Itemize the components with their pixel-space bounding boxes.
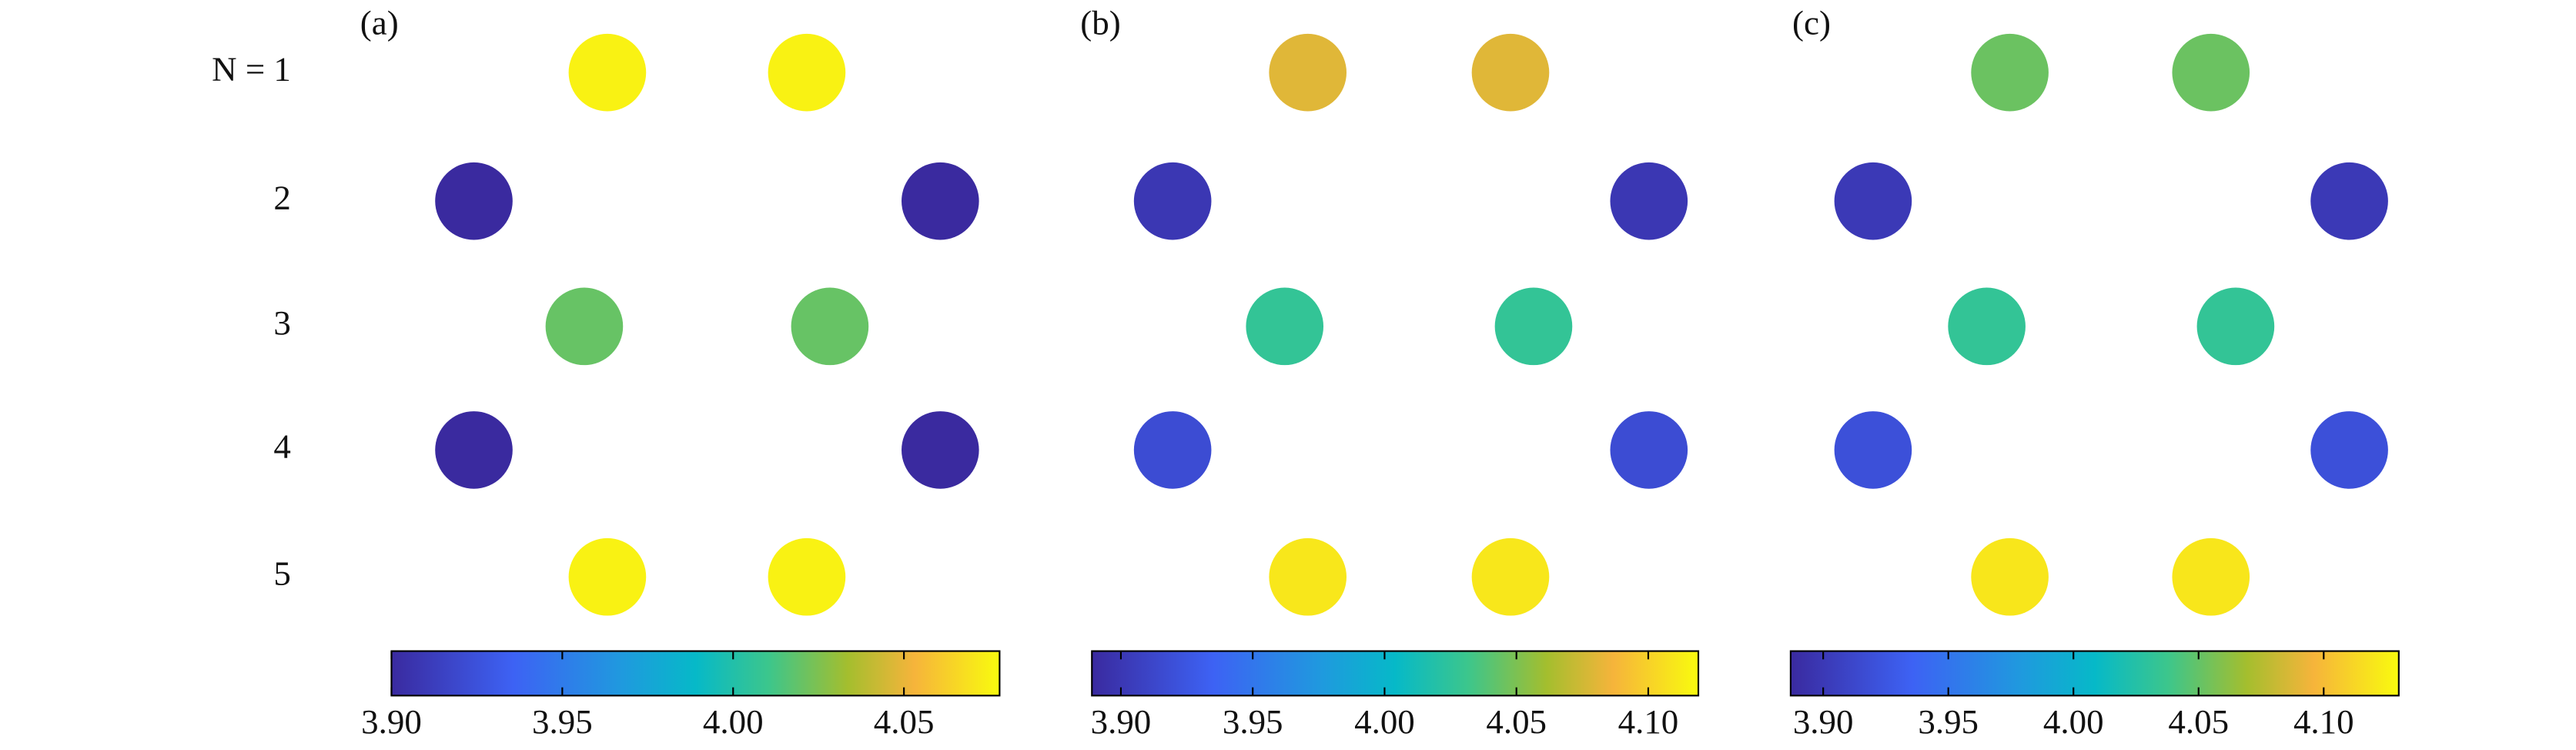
colorbar-tick-label: 4.10 — [2293, 702, 2354, 741]
colorbar-tick-label: 3.95 — [532, 702, 593, 741]
row-label: 3 — [273, 303, 290, 342]
colorbar-tick-label: 4.05 — [874, 702, 935, 741]
colorbar-tick-label: 3.90 — [1091, 702, 1152, 741]
site — [2310, 411, 2388, 489]
site — [1948, 287, 2026, 366]
site — [1471, 537, 1550, 616]
site — [2172, 33, 2250, 112]
site — [2196, 287, 2275, 366]
site — [1834, 411, 1912, 489]
site — [791, 287, 869, 366]
site — [1269, 33, 1347, 112]
site — [902, 162, 979, 240]
site — [768, 33, 846, 112]
colorbar-tick-label: 3.95 — [1918, 702, 1979, 741]
colorbar — [390, 650, 1001, 697]
site — [1133, 411, 1212, 489]
site — [2172, 537, 2250, 616]
site — [435, 411, 513, 489]
site — [1471, 33, 1550, 112]
site — [568, 33, 647, 112]
colorbar-tick-label: 4.10 — [1618, 702, 1679, 741]
row-label: 4 — [273, 427, 290, 466]
site — [768, 537, 846, 616]
site — [1971, 537, 2049, 616]
site — [1610, 411, 1688, 489]
site — [568, 537, 647, 616]
row-label: 5 — [273, 554, 290, 593]
colorbar — [1789, 650, 2400, 697]
colorbar-tick-label: 3.90 — [361, 702, 422, 741]
site — [1246, 287, 1324, 366]
site — [1133, 162, 1212, 240]
site — [1269, 537, 1347, 616]
colorbar-tick-label: 4.00 — [2043, 702, 2104, 741]
panel-label: (b) — [1080, 4, 1120, 42]
site — [1494, 287, 1573, 366]
colorbar-tick-label: 3.90 — [1793, 702, 1854, 741]
site — [1610, 162, 1688, 240]
colorbar — [1091, 650, 1700, 697]
row-label: N = 1 — [212, 50, 291, 89]
site — [2310, 162, 2388, 240]
panel-label: (a) — [360, 4, 399, 42]
colorbar-tick-label: 4.00 — [1354, 702, 1415, 741]
colorbar-tick-label: 4.05 — [2168, 702, 2229, 741]
site — [545, 287, 624, 366]
site — [435, 162, 513, 240]
row-label: 2 — [273, 178, 290, 216]
panel-label: (c) — [1792, 4, 1831, 42]
colorbar-tick-label: 3.95 — [1223, 702, 1283, 741]
site — [1834, 162, 1912, 240]
site — [902, 411, 979, 489]
colorbar-tick-label: 4.05 — [1486, 702, 1547, 741]
site — [1971, 33, 2049, 112]
colorbar-tick-label: 4.00 — [703, 702, 764, 741]
